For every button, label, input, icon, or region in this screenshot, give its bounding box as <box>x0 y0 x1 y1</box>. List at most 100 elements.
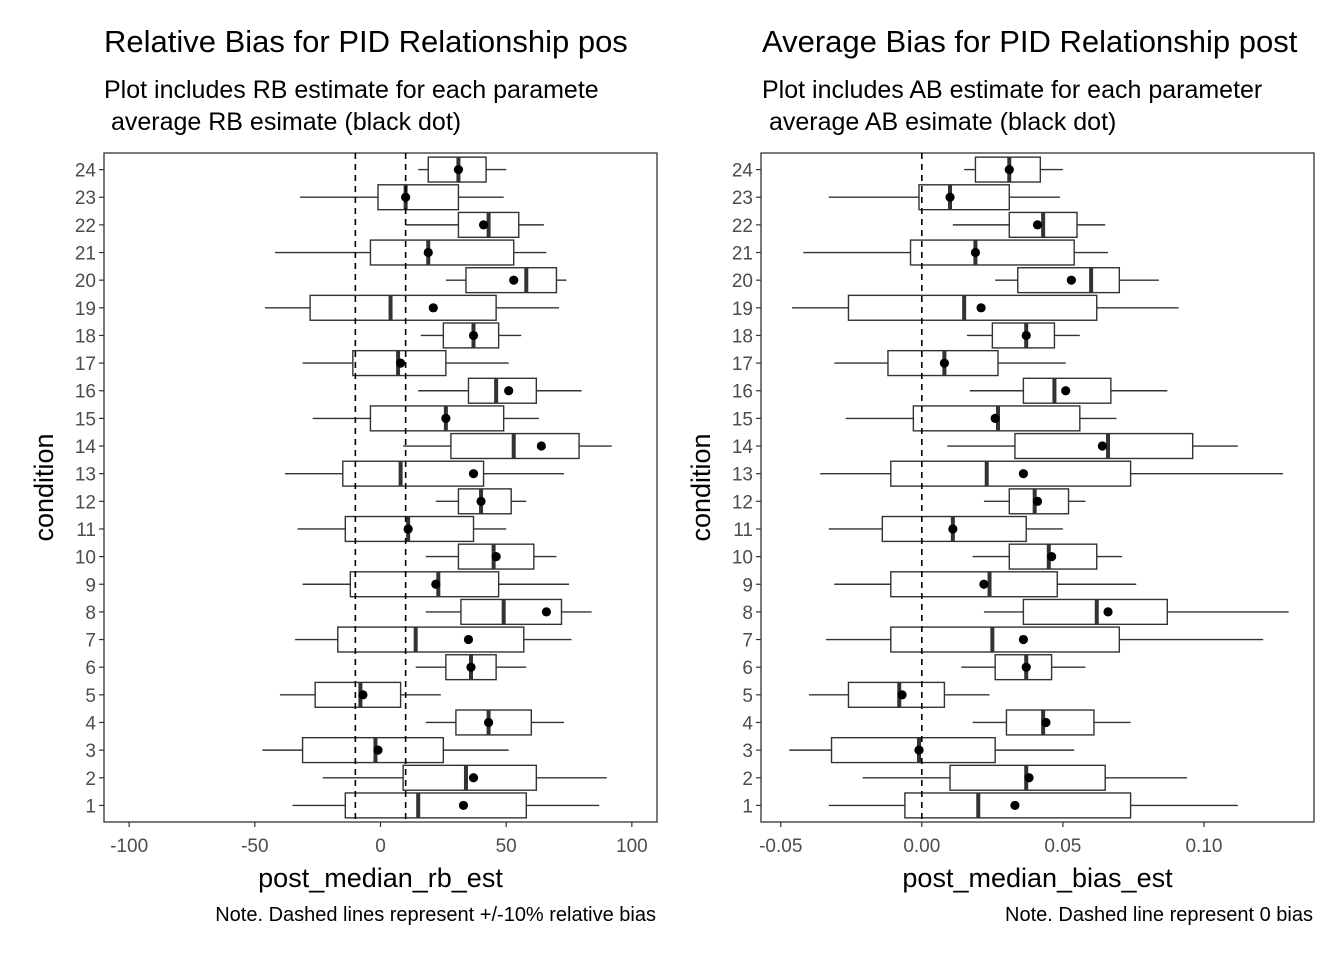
y-tick-label: 11 <box>76 520 96 541</box>
mean-point <box>1047 552 1057 562</box>
box-condition-15 <box>312 405 539 432</box>
ab-boxplot-svg: 123456789101112131415161718192021222324-… <box>686 152 1315 893</box>
mean-point <box>1032 496 1043 506</box>
mean-point <box>373 745 383 755</box>
chart-caption: Note. Dashed line represent 0 bias <box>1005 904 1313 926</box>
box-condition-12 <box>435 488 527 515</box>
y-tick-label: 9 <box>85 575 96 596</box>
mean-point <box>441 413 451 423</box>
box-condition-20 <box>995 267 1159 294</box>
box-condition-9 <box>302 571 570 598</box>
mean-point <box>396 358 406 368</box>
y-tick-label: 6 <box>742 658 753 679</box>
box-condition-4 <box>972 709 1131 736</box>
y-axis-label: condition <box>686 433 716 541</box>
y-tick-label: 5 <box>85 686 96 707</box>
x-tick-label: -50 <box>241 836 268 857</box>
ab-chart-panel: Average Bias for PID Relationship post P… <box>672 0 1344 960</box>
box-condition-18 <box>420 322 522 349</box>
iqr-box <box>377 184 460 211</box>
box-condition-8 <box>983 598 1289 626</box>
mean-point <box>979 579 989 589</box>
y-tick-label: 21 <box>732 244 753 265</box>
iqr-box <box>909 239 1075 266</box>
mean-point <box>468 469 479 479</box>
mean-point <box>504 386 514 396</box>
mean-point <box>478 220 489 230</box>
iqr-box <box>349 571 500 598</box>
mean-point <box>453 164 464 175</box>
y-tick-label: 9 <box>742 575 753 596</box>
box-condition-19 <box>792 294 1179 321</box>
iqr-box <box>918 184 1010 211</box>
y-tick-label: 1 <box>742 796 753 817</box>
y-tick-label: 16 <box>75 382 96 403</box>
y-tick-label: 17 <box>75 354 96 375</box>
box-condition-10 <box>425 543 557 570</box>
mean-point <box>358 690 368 700</box>
mean-point <box>897 690 907 700</box>
y-tick-label: 15 <box>732 409 753 430</box>
box-condition-23 <box>300 184 504 211</box>
rb-chart-panel: Relative Bias for PID Relationship pos P… <box>29 24 658 926</box>
y-tick-label: 7 <box>85 631 96 652</box>
x-tick-label: 0.05 <box>1044 836 1081 857</box>
iqr-box <box>455 709 533 736</box>
y-tick-label: 13 <box>732 465 753 486</box>
mean-point <box>468 330 479 341</box>
x-axis-label: post_median_bias_est <box>902 863 1173 893</box>
chart-subtitle: Plot includes AB estimate for each param… <box>762 76 1263 136</box>
box-condition-4 <box>425 709 564 736</box>
box-condition-22 <box>405 211 544 239</box>
iqr-box <box>337 626 525 653</box>
box-condition-9 <box>834 571 1137 598</box>
box-condition-16 <box>969 377 1168 404</box>
mean-point <box>1032 220 1043 230</box>
box-condition-2 <box>862 764 1188 791</box>
iqr-box <box>847 294 1098 321</box>
mean-point <box>990 413 1000 423</box>
mean-point <box>483 717 494 728</box>
box-condition-1 <box>828 792 1238 819</box>
mean-point <box>948 524 958 534</box>
y-axis-label: condition <box>29 433 59 541</box>
mean-point <box>945 192 955 202</box>
mean-point <box>1021 662 1031 672</box>
box-condition-22 <box>952 211 1106 239</box>
iqr-box <box>369 239 515 266</box>
box-condition-7 <box>295 626 572 653</box>
x-tick-label: -100 <box>110 836 148 857</box>
mean-point <box>509 275 519 285</box>
y-tick-label: 4 <box>85 713 96 734</box>
mean-point <box>939 358 949 368</box>
mean-point <box>536 441 546 451</box>
mean-point <box>970 247 981 258</box>
iqr-box <box>890 571 1058 598</box>
x-tick-label: -0.05 <box>759 836 802 857</box>
y-tick-label: 18 <box>75 326 96 347</box>
mean-point <box>1010 800 1020 811</box>
mean-point <box>1021 330 1031 341</box>
y-tick-label: 23 <box>75 188 96 209</box>
y-tick-label: 14 <box>75 437 97 458</box>
mean-point <box>423 247 433 258</box>
y-tick-label: 21 <box>75 244 96 265</box>
mean-point <box>1018 634 1028 645</box>
y-tick-label: 2 <box>85 769 96 790</box>
y-tick-label: 7 <box>742 631 753 652</box>
y-tick-label: 24 <box>75 161 97 182</box>
mean-point <box>1097 441 1107 451</box>
y-tick-label: 22 <box>75 216 96 237</box>
rb-boxplot-svg: 123456789101112131415161718192021222324-… <box>29 152 658 893</box>
box-condition-5 <box>808 681 990 708</box>
box-condition-17 <box>302 349 509 377</box>
y-tick-label: 10 <box>732 548 753 569</box>
mean-point <box>428 303 438 313</box>
mean-point <box>1066 275 1076 285</box>
iqr-box <box>342 460 485 487</box>
y-tick-label: 12 <box>75 492 96 513</box>
iqr-box <box>847 681 946 708</box>
box-condition-15 <box>845 405 1117 432</box>
y-tick-label: 20 <box>75 271 96 292</box>
box-condition-13 <box>820 460 1283 487</box>
